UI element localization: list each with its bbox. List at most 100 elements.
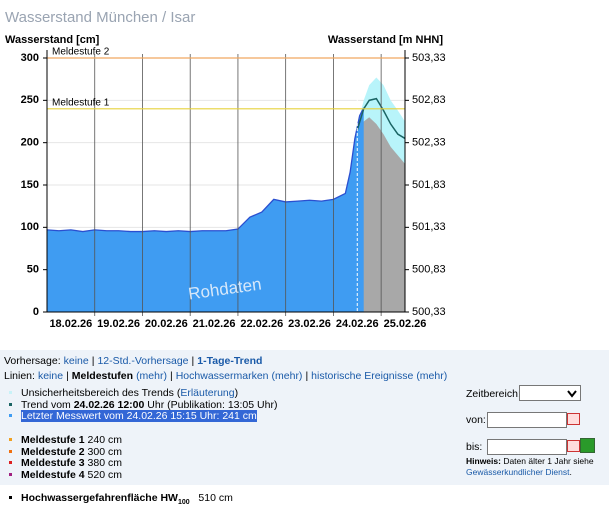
text: 24.02.26 12:00 — [73, 398, 145, 411]
bullet — [9, 391, 12, 394]
y-tick-label: 200 — [21, 137, 39, 149]
y-tick-label: 100 — [21, 221, 39, 233]
text: . — [569, 467, 572, 477]
y2-tick-label: 501,83 — [412, 179, 446, 191]
bullet — [9, 438, 12, 441]
legend-item: Unsicherheitsbereich des Trends (Erläute… — [9, 387, 277, 399]
legend-item: Meldestufe 1 240 cm — [9, 434, 122, 446]
legend-group: Hochwassergefahrenfläche HW100 510 cm — [9, 492, 233, 507]
forecast-row: Vorhersage: keine | 12-Std.-Vorhersage | 1-Ta… — [4, 355, 265, 367]
link[interactable]: (mehr) — [271, 370, 303, 382]
legend-group: Unsicherheitsbereich des Trends (Erläute… — [9, 387, 277, 422]
text: | — [91, 355, 95, 367]
bullet — [9, 402, 12, 406]
trend-line — [356, 97, 406, 140]
text: | — [191, 355, 195, 367]
x-tick-label: 25.02.26 — [384, 318, 427, 330]
lines-row: Linien: keine | Meldestufen (mehr) | Hochwasse… — [4, 370, 450, 382]
bullet — [9, 414, 12, 417]
legend-item: Trend vom 24.02.26 12:00 Uhr (Publikatio… — [9, 399, 277, 411]
range-select[interactable] — [519, 385, 581, 401]
legend-item: Letzter Messwert vom 24.02.26 15:15 Uhr:… — [9, 410, 277, 422]
y-tick-label: 150 — [21, 179, 39, 191]
text: | — [66, 370, 69, 382]
text: | — [169, 370, 173, 382]
threshold-label: Meldestufe 1 — [52, 97, 110, 108]
link[interactable]: Gewässerkundlicher Dienst — [466, 467, 570, 477]
bullet — [9, 449, 12, 453]
link[interactable]: keine — [37, 370, 64, 382]
y-tick-label: 50 — [27, 264, 39, 276]
legend-item: Hochwassergefahrenfläche HW100 510 cm — [9, 492, 233, 507]
dropdown-arrow — [567, 390, 577, 398]
text: Daten älter 1 Jahr siehe — [500, 456, 594, 466]
legend-item: Meldestufe 4 520 cm — [9, 469, 122, 481]
y2-tick-label: 503,33 — [412, 52, 446, 64]
x-tick-label: 22.02.26 — [240, 318, 283, 330]
y2-tick-label: 500,83 — [412, 264, 446, 276]
text: Meldestufe 2 — [21, 445, 85, 458]
text: Meldestufe 4 — [21, 468, 85, 481]
bullet — [9, 496, 12, 499]
legend-item: Meldestufe 3 380 cm — [9, 457, 122, 469]
x-tick-label: 21.02.26 — [193, 318, 236, 330]
bullet — [9, 461, 12, 464]
text: | — [305, 370, 309, 382]
range-label: Zeitbereich: — [466, 388, 521, 400]
to-label: bis: — [466, 441, 483, 453]
chart: Wasserstand München / Isar Wasserstand [… — [5, 9, 446, 330]
calendar-icon[interactable] — [567, 440, 580, 452]
y-tick-label: 300 — [21, 52, 39, 64]
y-axis-label: Wasserstand [cm] — [5, 34, 100, 46]
text: Linien: — [4, 370, 35, 382]
from-label: von: — [466, 414, 486, 426]
uncertainty-lower — [359, 117, 405, 313]
text: Meldestufe 1 — [21, 434, 85, 446]
link[interactable]: (mehr) — [136, 370, 167, 382]
text: Vorhersage: — [4, 355, 61, 367]
hint: Hinweis: Daten älter 1 Jahr siehe Gewäss… — [466, 456, 596, 478]
text: 380 cm — [84, 457, 122, 469]
text: Meldestufe 3 — [21, 457, 85, 469]
text: 240 cm — [84, 434, 122, 446]
legend-group: Meldestufe 1 240 cm Meldestufe 2 300 cm Me… — [9, 434, 122, 481]
text: Hochwassergefahrenfläche HW — [21, 492, 178, 504]
legend-item: Meldestufe 2 300 cm — [9, 446, 122, 458]
text: Meldestufen — [71, 370, 134, 382]
text: 520 cm — [84, 468, 122, 481]
link[interactable]: (mehr) — [416, 370, 448, 382]
link[interactable]: Hochwassermarken — [175, 370, 269, 382]
y-tick-label: 250 — [21, 94, 39, 106]
y-tick-label: 0 — [33, 306, 39, 318]
apply-button[interactable] — [580, 438, 595, 453]
x-tick-label: 24.02.26 — [336, 318, 379, 330]
from-input[interactable] — [487, 412, 567, 428]
measured-area — [47, 107, 364, 312]
calendar-icon[interactable] — [567, 413, 580, 425]
text: 100 — [177, 499, 190, 507]
measured-line — [46, 107, 365, 233]
link[interactable]: historische Ereignisse — [311, 370, 414, 382]
text: 510 cm — [189, 492, 233, 504]
link[interactable]: keine — [63, 355, 89, 367]
text: Uhr (Publikation: 13:05 Uhr) — [144, 398, 278, 411]
y2-tick-label: 501,33 — [412, 221, 446, 233]
text: Letzter Messwert vom 24.02.26 15:15 Uhr:… — [21, 410, 257, 422]
link[interactable]: 1-Tage-Trend — [197, 355, 263, 367]
x-tick-label: 18.02.26 — [49, 318, 92, 330]
y2-tick-label: 502,83 — [412, 94, 446, 106]
text: 300 cm — [84, 445, 122, 458]
text: ) — [234, 387, 239, 399]
y2-tick-label: 502,33 — [412, 137, 446, 149]
to-input[interactable] — [487, 439, 567, 455]
link[interactable]: 12-Std.-Vorhersage — [97, 355, 189, 367]
text: Unsicherheitsbereich des Trends ( — [21, 387, 181, 399]
threshold-label: Meldestufe 2 — [52, 47, 110, 58]
x-tick-label: 23.02.26 — [288, 318, 331, 330]
bullet — [9, 472, 12, 476]
x-tick-label: 19.02.26 — [97, 318, 140, 330]
text: Hinweis: — [466, 456, 501, 466]
link[interactable]: Erläuterung — [180, 387, 235, 399]
y2-tick-label: 500,33 — [412, 306, 446, 318]
